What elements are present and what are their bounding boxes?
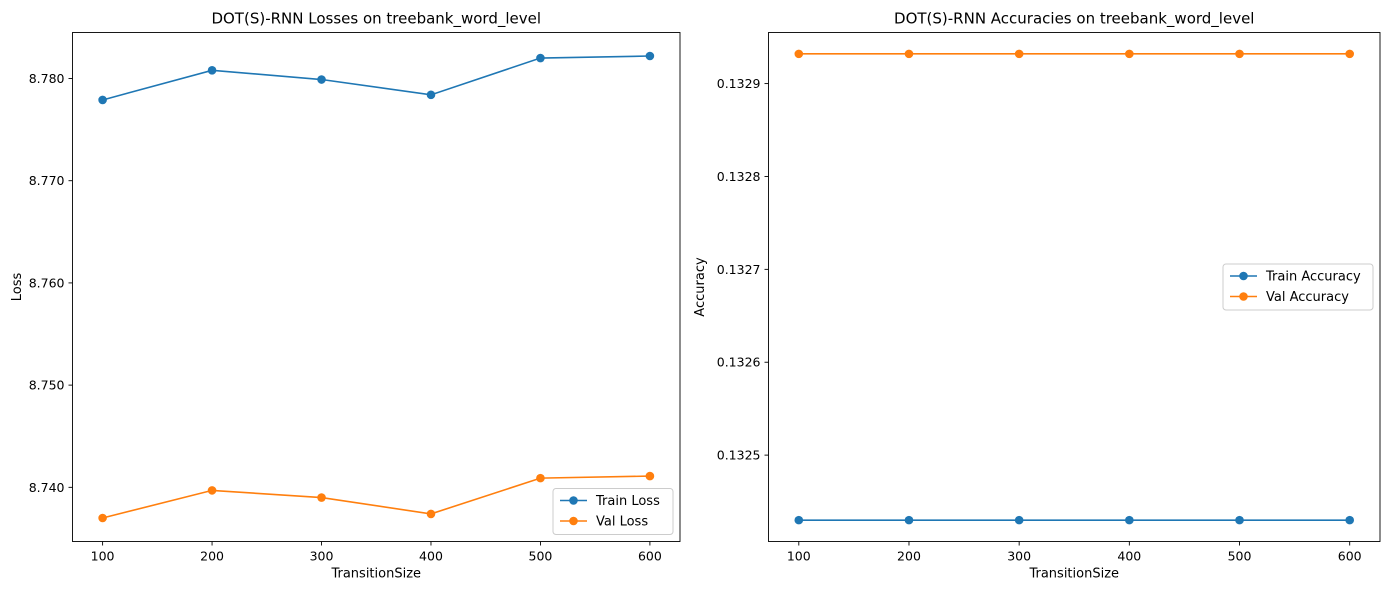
data-point — [536, 473, 545, 483]
x-tick-label: 500 — [529, 549, 553, 564]
data-point — [1235, 49, 1244, 59]
data-point — [1125, 49, 1134, 59]
data-point — [1345, 49, 1355, 59]
legend-box — [1222, 263, 1374, 311]
data-point — [904, 49, 914, 59]
data-point — [317, 493, 326, 502]
legend-label: Train Loss — [595, 494, 660, 509]
series-line-1 — [102, 475, 650, 519]
data-point — [645, 471, 655, 481]
data-point — [1345, 515, 1355, 525]
legend: Train Loss Val Loss — [552, 488, 674, 535]
x-tick-label: 200 — [200, 549, 224, 564]
y-tick-label: 8.780 — [29, 71, 65, 86]
y-tick-label: 8.740 — [29, 480, 65, 495]
x-axis-label: TransitionSize — [330, 567, 421, 582]
x-axis-label: TransitionSize — [1028, 567, 1119, 582]
legend: Train Accuracy Val Accuracy — [1222, 263, 1374, 311]
data-point — [317, 75, 326, 84]
y-tick-label: 8.750 — [29, 378, 65, 393]
data-point — [426, 90, 436, 100]
legend-swatch-marker — [1239, 271, 1248, 281]
y-tick-label: 0.1329 — [717, 76, 761, 91]
x-tick-label: 200 — [897, 549, 921, 564]
x-tick-label: 300 — [1007, 549, 1031, 564]
data-point — [1014, 515, 1024, 525]
y-tick-label: 0.1327 — [717, 262, 761, 277]
y-tick-label: 8.770 — [29, 173, 65, 188]
legend-swatch-marker — [569, 496, 578, 505]
x-tick-label: 300 — [310, 549, 334, 564]
chart-panel-0: DOT(S)-RNN Losses on treebank_word_level… — [10, 10, 681, 582]
data-point — [426, 509, 436, 519]
y-axis-label: Loss — [10, 273, 25, 302]
x-tick-label: 400 — [419, 549, 443, 564]
x-tick-label: 600 — [1338, 549, 1362, 564]
data-point — [536, 53, 545, 63]
legend-label: Val Accuracy — [1266, 290, 1349, 305]
data-point — [904, 515, 914, 525]
data-point — [1235, 515, 1244, 525]
plot-frame — [72, 32, 681, 542]
y-tick-label: 8.760 — [29, 275, 65, 290]
x-tick-label: 100 — [91, 549, 115, 564]
data-point — [645, 51, 655, 61]
legend-label: Train Accuracy — [1265, 270, 1361, 285]
y-tick-label: 0.1326 — [717, 355, 761, 370]
x-tick-label: 400 — [1117, 549, 1141, 564]
data-point — [207, 486, 217, 495]
data-point — [98, 513, 107, 523]
y-axis-label: Accuracy — [693, 257, 708, 317]
x-tick-label: 600 — [638, 549, 662, 564]
y-tick-label: 0.1328 — [717, 169, 761, 184]
chart-title: DOT(S)-RNN Losses on treebank_word_level — [211, 10, 541, 29]
data-point — [1125, 515, 1134, 525]
chart-title: DOT(S)-RNN Accuracies on treebank_word_l… — [894, 10, 1254, 29]
legend-label: Val Loss — [596, 515, 648, 530]
chart-panel-1: DOT(S)-RNN Accuracies on treebank_word_l… — [693, 10, 1381, 582]
data-point — [794, 515, 804, 525]
plot-frame — [768, 32, 1381, 542]
legend-swatch-marker — [569, 516, 578, 526]
series-line-0 — [102, 55, 650, 101]
x-tick-label: 500 — [1228, 549, 1252, 564]
data-point — [794, 49, 804, 59]
data-point — [207, 66, 217, 75]
legend-swatch-marker — [1239, 292, 1248, 301]
y-tick-label: 0.1325 — [717, 448, 761, 463]
data-point — [98, 95, 107, 105]
x-tick-label: 100 — [787, 549, 811, 564]
data-point — [1014, 49, 1024, 59]
